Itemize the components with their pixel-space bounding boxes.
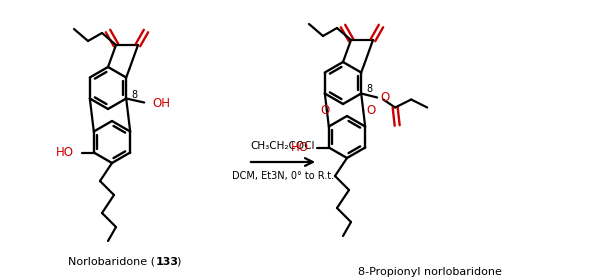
Text: 8-Propionyl norlobaridone: 8-Propionyl norlobaridone [358,267,502,277]
Text: ): ) [176,257,181,267]
Text: OH: OH [152,97,170,110]
Text: CH₃CH₂COCl: CH₃CH₂COCl [251,141,315,151]
Text: HO: HO [291,141,309,154]
Text: DCM, Et3N, 0° to R.t.: DCM, Et3N, 0° to R.t. [232,171,334,181]
Text: O: O [366,104,376,117]
Text: 8: 8 [366,85,372,95]
Text: O: O [380,91,389,104]
Text: Norlobaridone (: Norlobaridone ( [68,257,155,267]
Text: O: O [320,104,329,117]
Text: 133: 133 [156,257,179,267]
Text: HO: HO [56,146,74,159]
Text: 8: 8 [131,90,137,100]
